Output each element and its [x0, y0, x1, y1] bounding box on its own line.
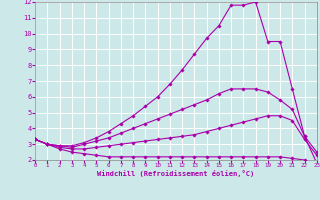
X-axis label: Windchill (Refroidissement éolien,°C): Windchill (Refroidissement éolien,°C) [97, 170, 255, 177]
